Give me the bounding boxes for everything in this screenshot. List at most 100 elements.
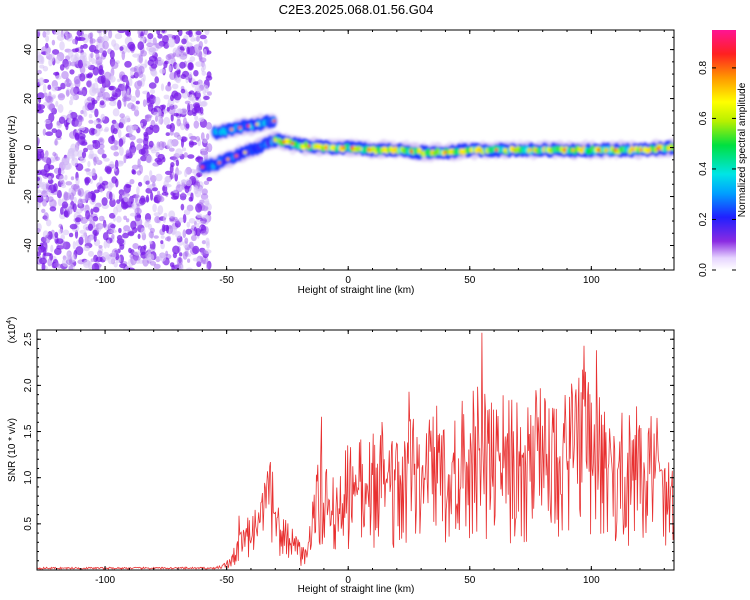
noise-speckle <box>198 41 203 49</box>
noise-speckle <box>58 116 66 124</box>
ridge-peak <box>597 148 601 152</box>
noise-speckle <box>143 133 149 142</box>
noise-speckle <box>72 241 76 250</box>
noise-speckle <box>94 108 99 118</box>
noise-speckle <box>95 123 102 129</box>
y-tick-label: 40 <box>23 44 34 56</box>
noise-speckle <box>131 164 139 170</box>
noise-speckle <box>185 228 193 235</box>
colorbar-tick-label: 0.0 <box>698 263 709 277</box>
noise-speckle <box>165 170 172 175</box>
noise-speckle <box>83 245 90 252</box>
noise-speckle <box>146 180 151 185</box>
x-tick-label: -50 <box>219 275 234 286</box>
noise-speckle <box>188 196 193 202</box>
noise-speckle <box>66 154 70 162</box>
noise-speckle <box>96 30 102 34</box>
noise-speckle <box>119 263 127 269</box>
noise-speckle <box>160 240 164 245</box>
noise-speckle <box>41 208 46 214</box>
noise-speckle <box>188 72 193 79</box>
noise-speckle <box>202 218 207 224</box>
ridge-peak <box>367 148 371 152</box>
noise-speckle <box>171 171 175 179</box>
noise-speckle <box>145 155 153 164</box>
noise-speckle <box>142 144 149 151</box>
noise-speckle <box>37 176 41 182</box>
noise-speckle <box>201 149 208 157</box>
noise-speckle <box>138 259 144 264</box>
noise-speckle <box>101 197 108 206</box>
noise-speckle <box>161 192 169 196</box>
noise-speckle <box>193 70 199 77</box>
noise-speckle <box>149 170 153 178</box>
noise-speckle <box>192 245 200 255</box>
noise-speckle <box>188 30 193 38</box>
noise-speckle <box>196 87 202 94</box>
noise-speckle <box>87 223 94 231</box>
noise-speckle <box>108 97 116 102</box>
noise-speckle <box>117 99 122 110</box>
noise-speckle <box>39 257 47 265</box>
noise-speckle <box>150 175 157 183</box>
noise-speckle <box>171 195 179 200</box>
noise-speckle <box>80 51 87 58</box>
noise-speckle <box>57 104 64 113</box>
noise-speckle <box>37 151 42 160</box>
x-tick-label: 0 <box>345 575 351 586</box>
noise-speckle <box>125 149 131 156</box>
noise-region <box>37 30 213 270</box>
noise-speckle <box>193 185 199 191</box>
ridge-peak <box>229 127 234 131</box>
snr-panel: -100 -50 0 50 100 0.5 1.0 1.5 2.0 2.5 Height of s… <box>6 317 675 595</box>
noise-speckle <box>114 159 119 170</box>
x-tick-label: 50 <box>464 575 476 586</box>
ridge-traces <box>197 112 674 178</box>
ridge-peak <box>469 148 473 152</box>
noise-speckle <box>107 225 112 235</box>
noise-speckle <box>98 48 104 54</box>
noise-speckle <box>114 33 123 40</box>
noise-speckle <box>137 233 141 239</box>
noise-speckle <box>153 263 161 270</box>
noise-speckle <box>136 138 144 144</box>
noise-speckle <box>54 247 62 256</box>
noise-speckle <box>152 203 157 213</box>
noise-speckle <box>72 38 77 45</box>
noise-speckle <box>51 39 56 46</box>
spectrogram-panel: -100 -50 0 50 100 -40 -20 0 20 40 Height of strai… <box>7 29 675 296</box>
noise-speckle <box>137 80 143 87</box>
noise-speckle <box>48 112 55 123</box>
noise-speckle <box>119 113 125 119</box>
noise-speckle <box>157 205 164 215</box>
noise-speckle <box>54 231 59 238</box>
noise-speckle <box>69 111 78 120</box>
ridge-peak <box>341 146 345 150</box>
ridge-peak <box>639 148 643 152</box>
noise-speckle <box>182 213 187 224</box>
noise-speckle <box>206 143 213 153</box>
noise-speckle <box>96 95 100 102</box>
noise-speckle <box>139 164 143 174</box>
noise-speckle <box>196 213 203 218</box>
noise-speckle <box>180 136 187 143</box>
noise-speckle <box>98 224 104 230</box>
noise-speckle <box>173 77 181 82</box>
noise-speckle <box>45 35 49 43</box>
noise-speckle <box>102 40 109 50</box>
noise-speckle <box>146 91 151 102</box>
noise-speckle <box>148 48 156 56</box>
noise-speckle <box>41 190 48 198</box>
noise-speckle <box>117 129 122 139</box>
noise-speckle <box>150 191 154 201</box>
noise-speckle <box>138 148 146 155</box>
noise-speckle <box>132 243 139 250</box>
noise-speckle <box>168 147 175 152</box>
y-tick-label: 2.5 <box>23 332 34 346</box>
noise-speckle <box>205 237 210 246</box>
noise-speckle <box>199 106 204 114</box>
noise-speckle <box>175 159 180 167</box>
y-tick-label: -20 <box>23 189 34 204</box>
noise-speckle <box>195 222 200 228</box>
